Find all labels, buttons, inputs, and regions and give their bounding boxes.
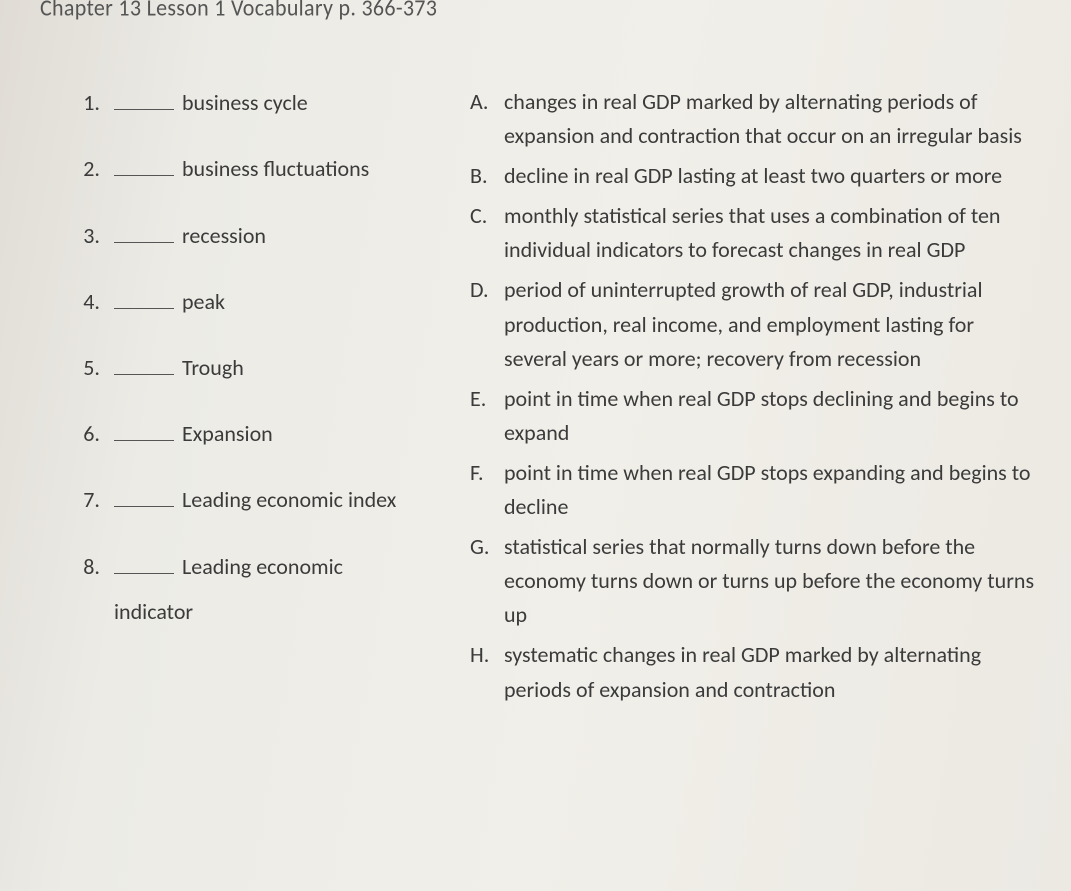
term-row: 1. business cycle (70, 85, 470, 116)
terms-column: 1. business cycle 2. business fluctuatio… (0, 85, 470, 713)
term-label: peak (182, 288, 225, 315)
definition-text: systematic changes in real GDP marked by… (504, 638, 1040, 706)
definition-letter: C. (470, 199, 504, 267)
term-row: 2. business fluctuations (70, 151, 470, 182)
definition-text: statistical series that normally turns d… (504, 530, 1040, 632)
term-label: Leading economic index (182, 486, 396, 513)
term-number: 1. (70, 89, 100, 116)
answer-blank[interactable] (114, 482, 174, 507)
term-number: 4. (70, 288, 100, 315)
worksheet-page: Chapter 13 Lesson 1 Vocabulary p. 366-37… (0, 0, 1071, 891)
term-number: 2. (70, 155, 100, 182)
chapter-header: Chapter 13 Lesson 1 Vocabulary p. 366-37… (40, 0, 437, 22)
definition-letter: F. (470, 456, 504, 524)
content-columns: 1. business cycle 2. business fluctuatio… (0, 85, 1071, 713)
term-row: 4. peak (70, 284, 470, 315)
definition-letter: A. (470, 85, 504, 153)
definition-letter: G. (470, 530, 504, 632)
answer-blank[interactable] (114, 151, 174, 176)
definition-row: G. statistical series that normally turn… (470, 530, 1040, 632)
term-continuation: indicator (114, 598, 470, 625)
answer-blank[interactable] (114, 217, 174, 242)
term-number: 3. (70, 222, 100, 249)
definition-text: decline in real GDP lasting at least two… (504, 159, 1040, 193)
answer-blank[interactable] (114, 416, 174, 441)
definition-row: D. period of uninterrupted growth of rea… (470, 273, 1040, 375)
term-number: 7. (70, 486, 100, 513)
term-number: 8. (70, 553, 100, 580)
answer-blank[interactable] (114, 85, 174, 110)
definition-letter: H. (470, 638, 504, 706)
definition-row: A. changes in real GDP marked by alterna… (470, 85, 1040, 153)
definition-letter: B. (470, 159, 504, 193)
term-row: 3. recession (70, 217, 470, 248)
term-label: business fluctuations (182, 155, 369, 182)
term-label: recession (182, 222, 266, 249)
definition-letter: E. (470, 382, 504, 450)
definition-letter: D. (470, 273, 504, 375)
definition-row: B. decline in real GDP lasting at least … (470, 159, 1040, 193)
term-label: Leading economic (182, 553, 343, 580)
definition-row: F. point in time when real GDP stops exp… (470, 456, 1040, 524)
term-row: 7. Leading economic index (70, 482, 470, 513)
term-label: business cycle (182, 89, 308, 116)
definition-text: point in time when real GDP stops declin… (504, 382, 1040, 450)
definition-text: period of uninterrupted growth of real G… (504, 273, 1040, 375)
term-row: 6. Expansion (70, 416, 470, 447)
definition-text: point in time when real GDP stops expand… (504, 456, 1040, 524)
definitions-column: A. changes in real GDP marked by alterna… (470, 85, 1070, 713)
definition-row: H. systematic changes in real GDP marked… (470, 638, 1040, 706)
term-number: 6. (70, 420, 100, 447)
answer-blank[interactable] (114, 548, 174, 573)
term-row: 5. Trough (70, 350, 470, 381)
definition-row: C. monthly statistical series that uses … (470, 199, 1040, 267)
definition-row: E. point in time when real GDP stops dec… (470, 382, 1040, 450)
answer-blank[interactable] (114, 350, 174, 375)
term-number: 5. (70, 354, 100, 381)
term-label: Expansion (182, 420, 273, 447)
term-row: 8. Leading economic (70, 548, 470, 579)
answer-blank[interactable] (114, 284, 174, 309)
definition-text: changes in real GDP marked by alternatin… (504, 85, 1040, 153)
definition-text: monthly statistical series that uses a c… (504, 199, 1040, 267)
term-label: Trough (182, 354, 244, 381)
